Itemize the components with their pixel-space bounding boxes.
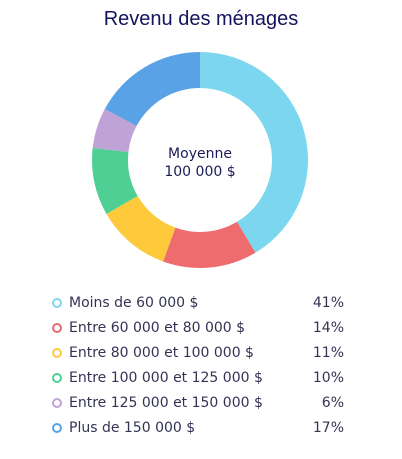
legend-label: Moins de 60 000 $	[69, 294, 199, 311]
legend-swatch-icon	[52, 397, 62, 408]
legend-swatch-icon	[52, 297, 62, 308]
legend-swatch-icon	[52, 322, 62, 333]
legend-item-entre-80000-100000: Entre 80 000 et 100 000 $ 11%	[52, 340, 348, 365]
legend-value: 11%	[312, 344, 344, 361]
legend-item-entre-60000-80000: Entre 60 000 et 80 000 $ 14%	[52, 315, 348, 340]
legend-value: 14%	[312, 319, 344, 336]
legend-item-plus-150000: Plus de 150 000 $ 17%	[52, 415, 348, 440]
legend-label: Entre 100 000 et 125 000 $	[69, 369, 263, 386]
legend-value: 6%	[321, 394, 344, 411]
legend-item-entre-125000-150000: Entre 125 000 et 150 000 $ 6%	[52, 390, 348, 415]
legend: Moins de 60 000 $ 41% Entre 60 000 et 80 0…	[52, 290, 348, 440]
legend-swatch-icon	[52, 422, 62, 433]
donut-slice-moins-60000	[200, 52, 308, 253]
donut-slice-entre-60000-80000	[163, 221, 256, 268]
center-label-title: Moyenne	[168, 146, 232, 162]
legend-swatch-icon	[52, 347, 62, 358]
donut-slice-entre-125000-150000	[92, 108, 137, 153]
donut-slice-entre-100000-125000	[91, 148, 138, 214]
donut-chart: Moyenne 100 000 $	[91, 52, 308, 268]
legend-value: 10%	[312, 369, 344, 386]
legend-value: 17%	[312, 419, 344, 436]
legend-label: Entre 125 000 et 150 000 $	[69, 394, 263, 411]
donut-slices	[91, 52, 308, 268]
legend-label: Entre 60 000 et 80 000 $	[69, 319, 246, 336]
legend-label: Plus de 150 000 $	[69, 419, 196, 436]
chart-title: Revenu des ménages	[103, 8, 299, 30]
donut-slice-plus-150000	[104, 52, 200, 126]
legend-value: 41%	[312, 294, 344, 311]
legend-item-moins-60000: Moins de 60 000 $ 41%	[52, 290, 348, 315]
center-label-value: 100 000 $	[164, 164, 235, 180]
legend-label: Entre 80 000 et 100 000 $	[69, 344, 254, 361]
legend-swatch-icon	[52, 372, 62, 383]
legend-item-entre-100000-125000: Entre 100 000 et 125 000 $ 10%	[52, 365, 348, 390]
donut-slice-entre-80000-100000	[106, 196, 176, 262]
